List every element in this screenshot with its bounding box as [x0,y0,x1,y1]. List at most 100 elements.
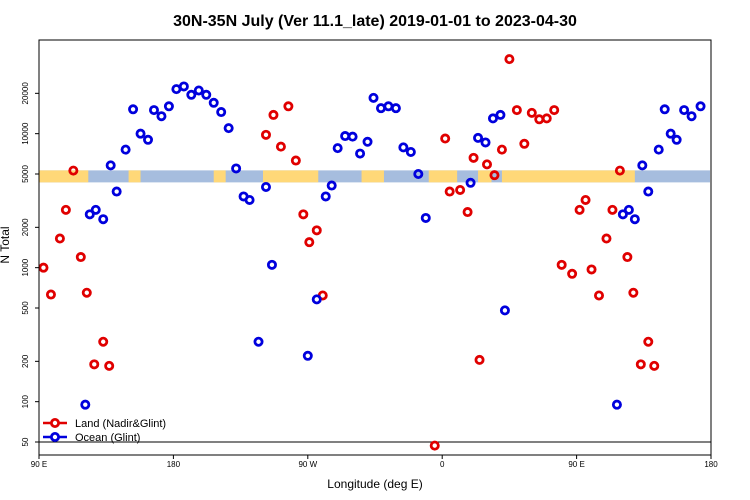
ocean-point [332,143,343,154]
y-tick-label: 10000 [21,122,30,145]
land-point [614,165,625,176]
y-tick-label: 2000 [21,218,30,236]
land-point [89,359,100,370]
ocean-point [653,144,664,155]
ocean-point [84,209,95,220]
ocean-point [128,104,139,115]
legend-label: Land (Nadir&Glint) [75,418,166,430]
x-tick-label: 180 [704,460,718,469]
land-point [541,113,552,124]
ocean-point [111,186,122,197]
ocean-point [193,85,204,96]
land-point [68,165,79,176]
y-tick-label: 200 [21,354,30,368]
land-point [290,155,301,166]
land-band-segment [213,170,226,183]
ocean-point [143,134,154,145]
ocean-point [90,204,101,215]
x-tick-label: 90 E [568,460,584,469]
land-point [275,141,286,152]
axes: 90 E 180 90 W 0 90 E 180 50 100 200 500 1000 2000 50… [21,82,718,469]
ocean-point [355,148,366,159]
ocean-point [326,180,337,191]
land-point [635,359,646,370]
land-band-segment [263,170,319,183]
ocean-point [686,111,697,122]
ocean-point [302,350,313,361]
ocean-point [163,101,174,112]
land-point [607,204,618,215]
legend-marker [50,431,61,442]
land-band-segment [128,170,141,183]
ocean-point [347,131,358,142]
ocean-point [637,160,648,171]
ocean-point [659,104,670,115]
land-point [489,170,500,181]
land-point [474,354,485,365]
ocean-point [398,142,409,153]
ocean-point [266,259,277,270]
land-point [481,159,492,170]
land-point [298,209,309,220]
x-tick-label: 0 [440,460,445,469]
ocean-point [643,186,654,197]
ocean-point [98,214,109,225]
ocean-point [420,212,431,223]
legend: Land (Nadir&Glint) Ocean (Glint) [43,417,166,444]
land-point [440,133,451,144]
land-point [75,252,86,263]
land-point [567,268,578,279]
ocean-point [223,123,234,134]
land-point [468,152,479,163]
land-point [586,264,597,275]
x-tick-label: 180 [167,460,181,469]
ocean-point [611,399,622,410]
land-point [574,204,585,215]
land-band-segment [39,170,89,183]
y-tick-label: 500 [21,301,30,315]
ocean-point [231,163,242,174]
land-point [54,233,65,244]
data-points [38,54,706,451]
ocean-point [480,137,491,148]
ocean-point [495,109,506,120]
land-point [549,105,560,116]
land-point [98,336,109,347]
y-tick-label: 100 [21,394,30,408]
ocean-point [629,214,640,225]
land-point [601,233,612,244]
ocean-point [499,305,510,316]
ocean-point [80,399,91,410]
land-point [455,184,466,195]
land-point [268,109,279,120]
ocean-point [244,194,255,205]
legend-marker [50,417,61,428]
ocean-point [135,128,146,139]
land-point [311,225,322,236]
land-point [60,204,71,215]
land-point [643,336,654,347]
ocean-point [201,89,212,100]
land-band-segment [361,170,384,183]
ocean-point [311,294,322,305]
land-point [534,114,545,125]
surface-type-band [39,170,710,183]
land-point [526,107,537,118]
ocean-point [487,113,498,124]
ocean-point [253,336,264,347]
ocean-point [413,169,424,180]
y-axis-label: N Total [0,226,12,263]
land-point [622,252,633,263]
land-point [649,360,660,371]
legend-label: Ocean (Glint) [75,432,140,444]
ocean-point [617,209,628,220]
land-point [511,105,522,116]
ocean-point [368,92,379,103]
ocean-point [465,177,476,188]
land-point [496,144,507,155]
land-point [504,54,515,65]
ocean-point [695,101,706,112]
x-axis-label: Longitude (deg E) [327,477,422,491]
land-band-segment [501,170,635,183]
plot-frame [38,39,712,456]
